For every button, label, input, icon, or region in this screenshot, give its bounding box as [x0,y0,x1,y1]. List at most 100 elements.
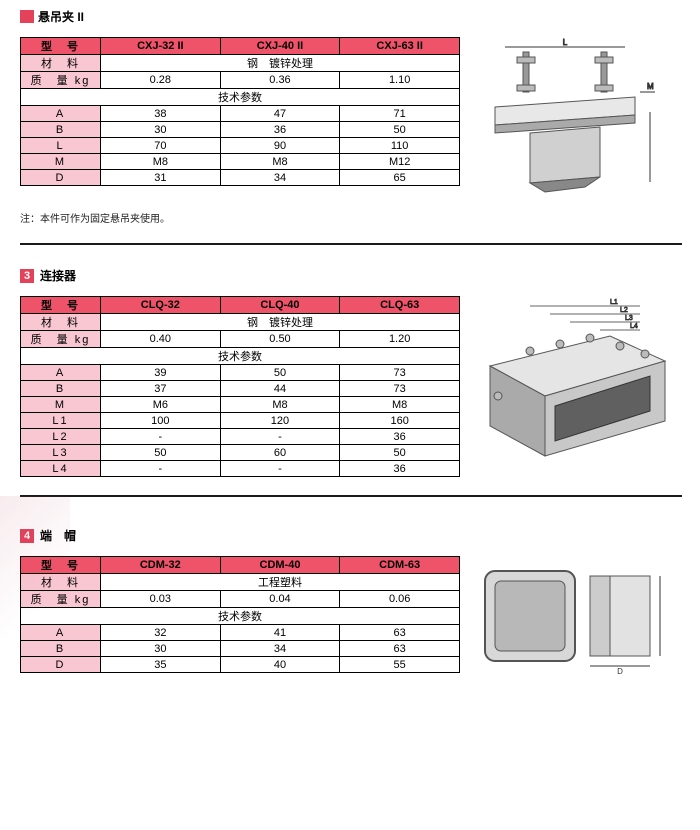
param-key: L1 [21,413,101,429]
material-value: 钢 镀锌处理 [101,314,460,331]
cell: M8 [101,154,221,170]
cell: 0.06 [340,591,460,608]
table-row: B374473 [21,381,460,397]
cell: 100 [101,413,221,429]
table-row: B303650 [21,122,460,138]
col-header: CXJ-40 II [220,38,340,55]
cell: 71 [340,106,460,122]
cell: 0.36 [220,72,340,89]
cell: M8 [340,397,460,413]
section1-table: 型 号 CXJ-32 II CXJ-40 II CXJ-63 II 材 料 钢 … [20,37,460,186]
cell: 90 [220,138,340,154]
cell: 0.04 [220,591,340,608]
cell: 50 [340,445,460,461]
param-key: D [21,657,101,673]
section1-title-row: 悬吊夹 II [20,8,682,25]
param-key: L2 [21,429,101,445]
section1-content: 型 号 CXJ-32 II CXJ-40 II CXJ-63 II 材 料 钢 … [20,37,682,202]
param-key: M [21,154,101,170]
cell: 44 [220,381,340,397]
section3-diagram: D [470,556,670,676]
material-value: 工程塑料 [101,574,460,591]
section2-title: 连接器 [40,267,76,284]
table-row: MM6M8M8 [21,397,460,413]
param-key: B [21,122,101,138]
cell: - [101,429,221,445]
section1-note: 注：本件可作为固定悬吊夹使用。 [20,210,682,225]
table-row: L4--36 [21,461,460,477]
param-key: B [21,641,101,657]
cell: 110 [340,138,460,154]
cell: 36 [340,461,460,477]
section3-content: 型 号 CDM-32 CDM-40 CDM-63 材 料 工程塑料 质 量 kg… [20,556,682,676]
cell: 30 [101,641,221,657]
section2-params-body: A395073B374473MM6M8M8L1100120160L2--36L3… [21,365,460,477]
cell: 38 [101,106,221,122]
material-value: 钢 镀锌处理 [101,55,460,72]
cell: 30 [101,122,221,138]
cell: 70 [101,138,221,154]
params-header: 技术参数 [21,608,460,625]
cell: 63 [340,641,460,657]
param-key: A [21,365,101,381]
cell: 32 [101,625,221,641]
label-model: 型 号 [21,297,101,314]
cell: 0.40 [101,331,221,348]
param-key: L3 [21,445,101,461]
col-header: CDM-40 [220,557,340,574]
col-header: CLQ-32 [101,297,221,314]
connector-icon: L1 L2 L3 L4 [470,296,670,466]
param-key: M [21,397,101,413]
table-row: L2--36 [21,429,460,445]
svg-text:L2: L2 [620,307,628,314]
cell: 40 [220,657,340,673]
label-model: 型 号 [21,557,101,574]
section2-content: 型 号 CLQ-32 CLQ-40 CLQ-63 材 料 钢 镀锌处理 质 量 … [20,296,682,477]
cell: 0.28 [101,72,221,89]
params-header: 技术参数 [21,89,460,106]
table-row: D354055 [21,657,460,673]
table-row: B303463 [21,641,460,657]
suspension-clamp-icon: L M [475,37,665,202]
section-connector: 3 连接器 型 号 CLQ-32 CLQ-40 CLQ-63 材 料 钢 镀锌处… [0,245,700,477]
cell: 34 [220,641,340,657]
section1-title: 悬吊夹 II [38,8,84,25]
cell: M6 [101,397,221,413]
label-material: 材 料 [21,314,101,331]
param-key: L4 [21,461,101,477]
cell: 55 [340,657,460,673]
svg-text:D: D [617,667,623,676]
cell: 36 [220,122,340,138]
label-model: 型 号 [21,38,101,55]
label-weight: 质 量 kg [21,331,101,348]
cell: 73 [340,365,460,381]
table-row: A324163 [21,625,460,641]
cell: 120 [220,413,340,429]
col-header: CDM-63 [340,557,460,574]
table-row: L1100120160 [21,413,460,429]
section-number: 4 [20,529,34,543]
section-number: 3 [20,269,34,283]
param-key: A [21,106,101,122]
section3-title: 端 帽 [40,527,76,544]
label-weight: 质 量 kg [21,72,101,89]
cell: 36 [340,429,460,445]
table-row: A384771 [21,106,460,122]
section2-diagram: L1 L2 L3 L4 [470,296,670,466]
param-key: D [21,170,101,186]
col-header: CLQ-63 [340,297,460,314]
cell: 50 [101,445,221,461]
table-row: L7090110 [21,138,460,154]
table-row: A395073 [21,365,460,381]
section2-table: 型 号 CLQ-32 CLQ-40 CLQ-63 材 料 钢 镀锌处理 质 量 … [20,296,460,477]
col-header: CXJ-63 II [340,38,460,55]
cell: 160 [340,413,460,429]
table-row: MM8M8M12 [21,154,460,170]
cell: 0.50 [220,331,340,348]
section-suspension-clamp: 悬吊夹 II 型 号 CXJ-32 II CXJ-40 II CXJ-63 II… [0,0,700,225]
cell: M12 [340,154,460,170]
cell: 50 [220,365,340,381]
cell: M8 [220,397,340,413]
svg-text:L3: L3 [625,315,633,322]
cell: 35 [101,657,221,673]
